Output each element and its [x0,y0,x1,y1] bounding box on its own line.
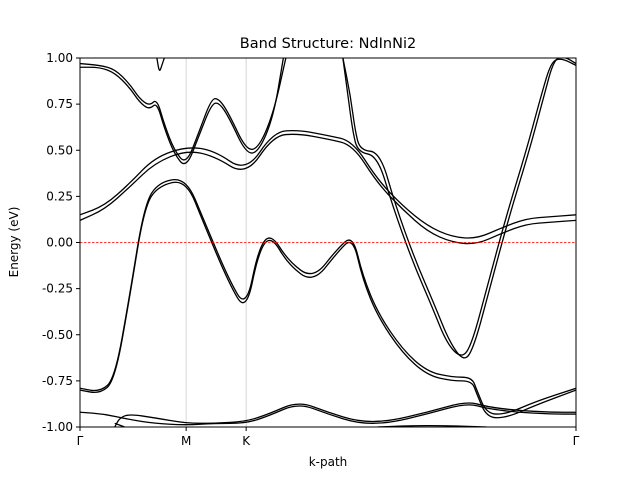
y-tick-label-1: -0.75 [42,374,73,388]
band-line-7 [80,181,576,419]
x-tick-label-3: Γ [573,434,580,448]
y-tick-label-0: -1.00 [42,420,73,434]
band-line-4 [342,58,576,359]
y-tick-label-3: -0.25 [42,282,73,296]
axes: -1.00 -0.75 -0.50 -0.25 0.00 0.25 0.50 0.75 1.00… [42,51,580,448]
x-tick-label-0: Γ [77,434,84,448]
y-tick-label-5: 0.25 [46,189,73,203]
y-tick-label-8: 1.00 [46,51,73,65]
y-tick-label-2: -0.50 [42,328,73,342]
x-axis-label: k-path [309,455,348,469]
band-line-10 [114,402,576,427]
chart-title: Band Structure: NdInNi2 [240,36,416,52]
band-line-3 [342,58,576,356]
x-tick-label-1: M [181,434,191,448]
band-line-6 [80,129,576,239]
y-tick-label-7: 0.75 [46,97,73,111]
band-line-9 [80,404,576,426]
band-line-0 [80,58,285,165]
x-tick-label-2: K [242,434,251,448]
y-tick-label-4: 0.00 [46,236,73,250]
band-line-2 [156,58,165,71]
y-tick-label-6: 0.50 [46,143,73,157]
band-line-8 [80,179,576,415]
band-line-5 [80,133,576,245]
plot-area [80,58,576,427]
band-line-11 [114,422,125,427]
band-line-1 [80,58,287,161]
y-axis-label: Energy (eV) [7,207,21,278]
